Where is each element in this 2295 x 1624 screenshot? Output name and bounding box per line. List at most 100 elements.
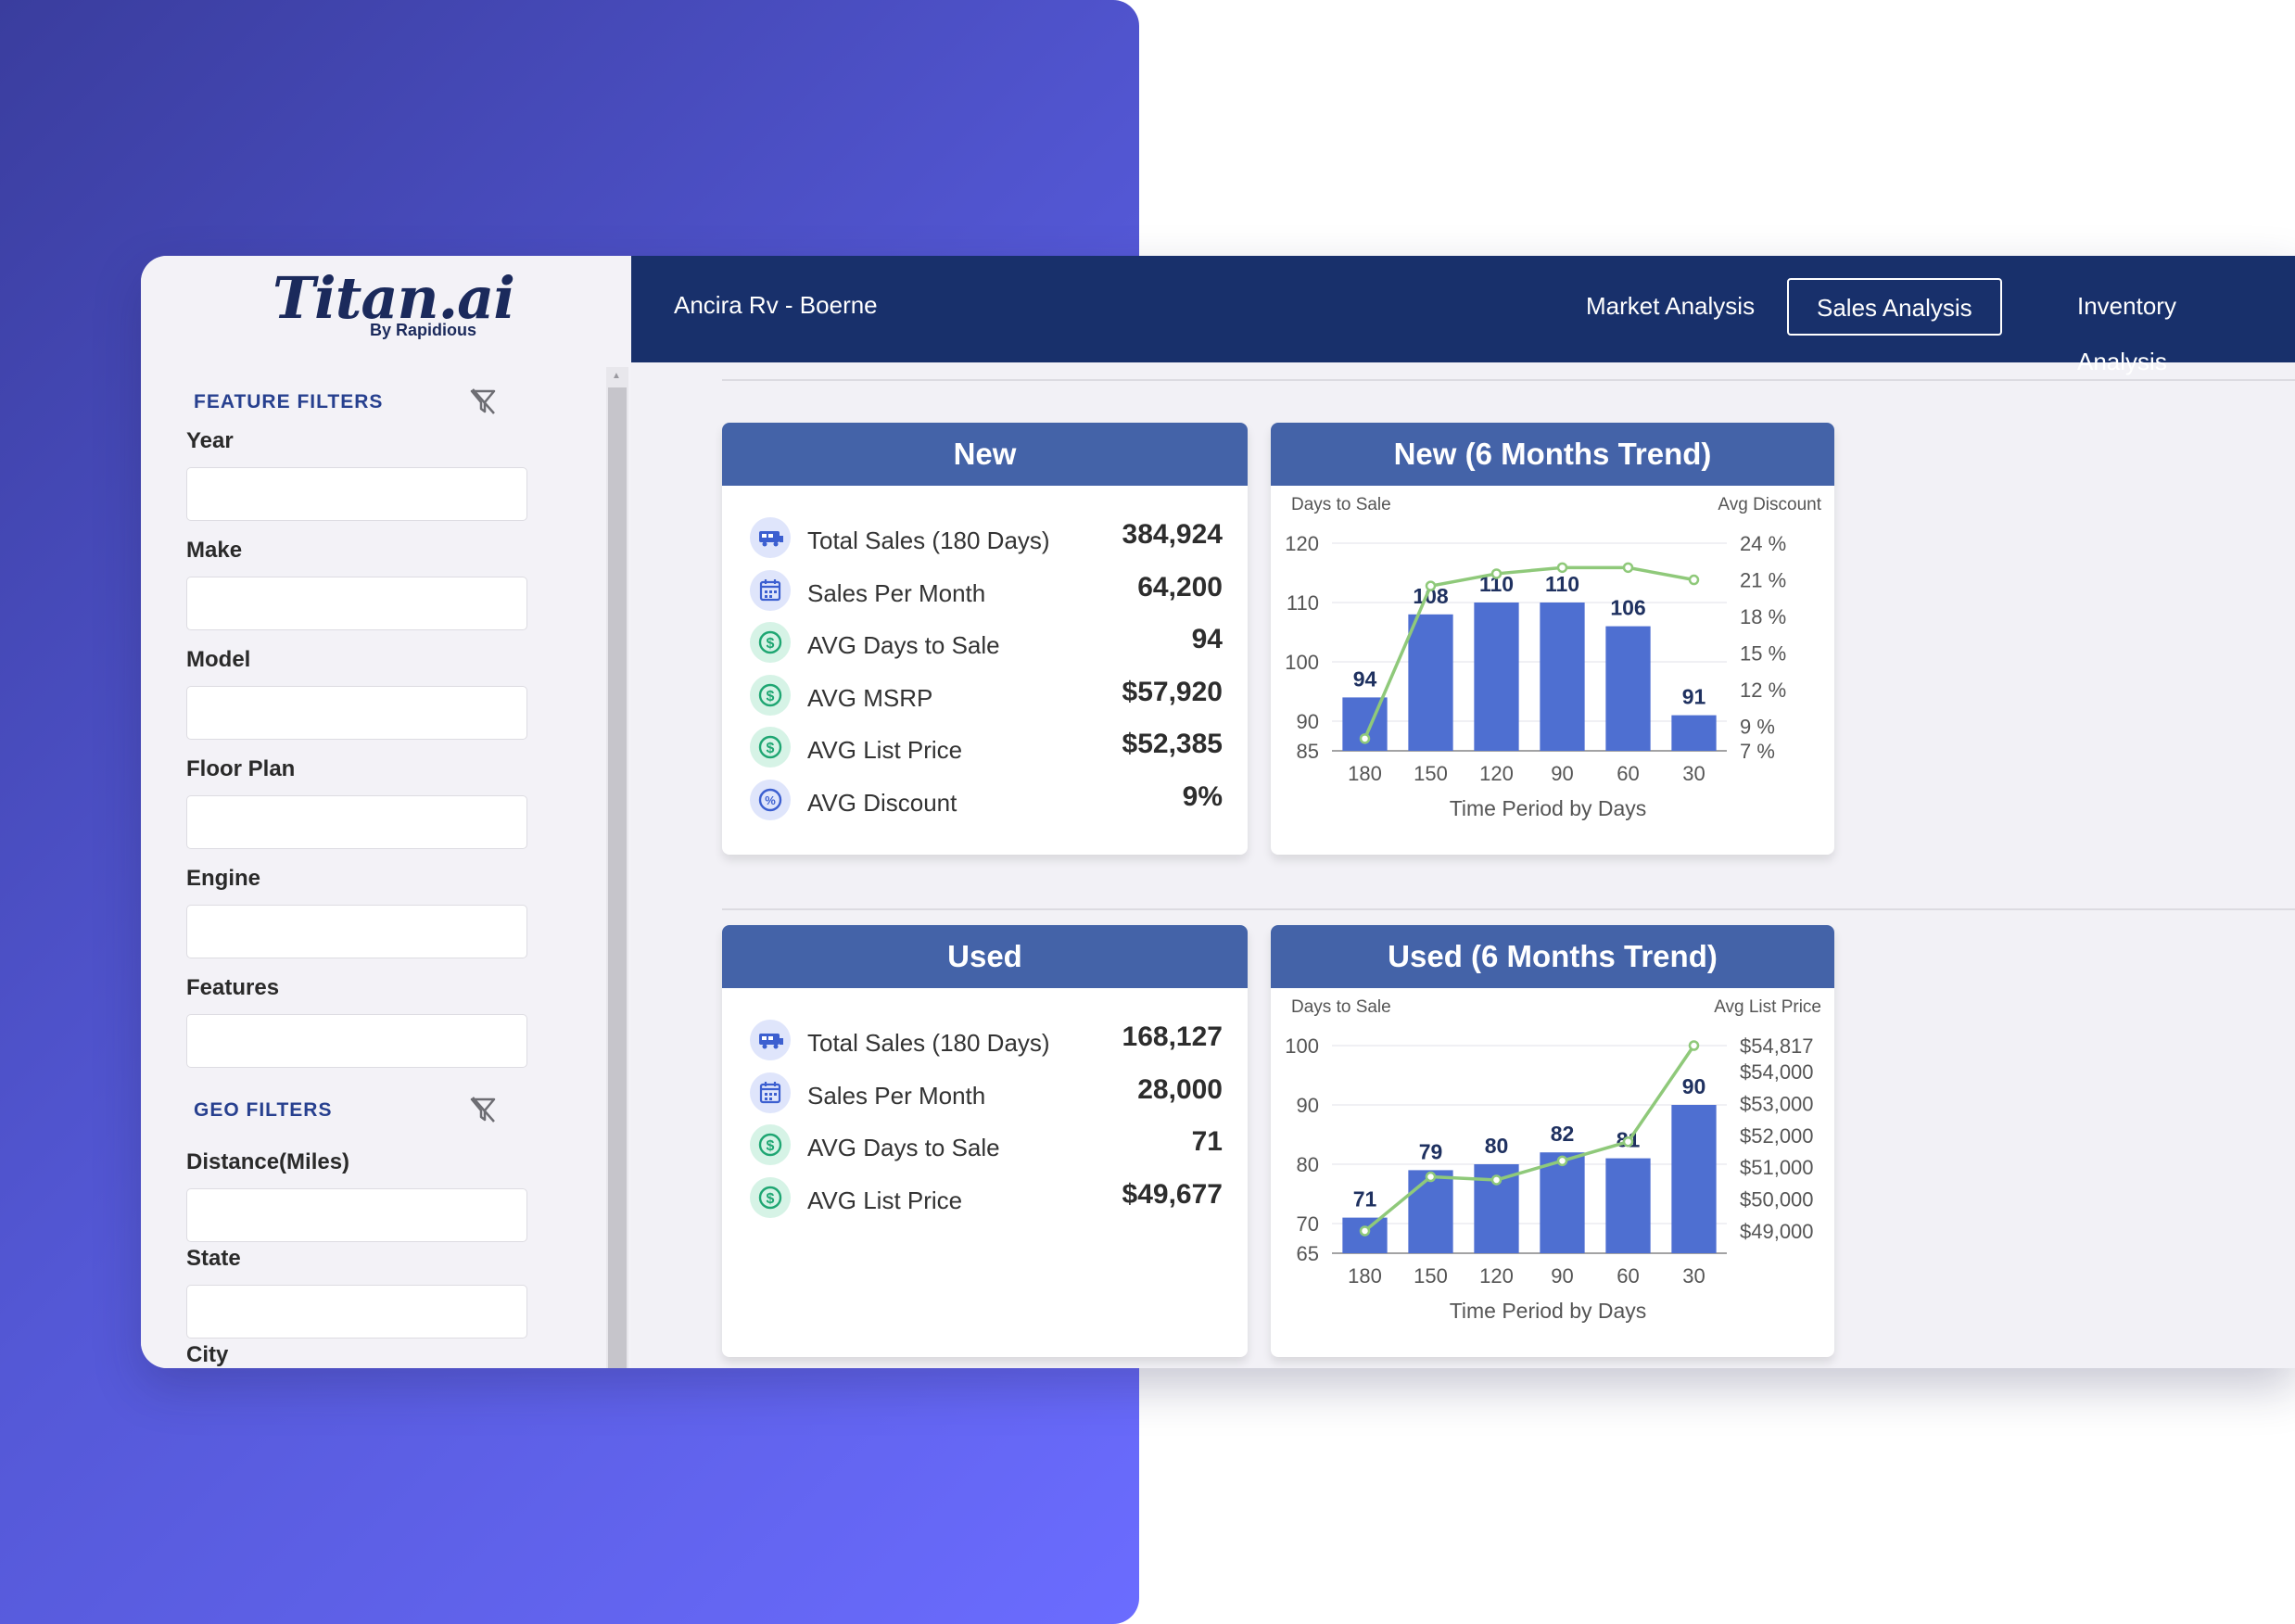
feature-filters-title: FEATURE FILTERS bbox=[194, 391, 384, 412]
logo-text: Titan.ai bbox=[273, 264, 515, 332]
stat-row: % AVG Discount 9% bbox=[750, 778, 1223, 826]
bar bbox=[1540, 1152, 1585, 1253]
new-trend-title: New (6 Months Trend) bbox=[1271, 423, 1834, 486]
y-tick-label: 100 bbox=[1285, 1034, 1319, 1058]
y-tick-label: 100 bbox=[1285, 651, 1319, 674]
model-input[interactable] bbox=[186, 686, 527, 740]
bar-data-label: 71 bbox=[1353, 1187, 1377, 1212]
stat-row: $ AVG Days to Sale 71 bbox=[750, 1123, 1223, 1171]
svg-text:$: $ bbox=[767, 741, 775, 756]
rv-icon bbox=[750, 517, 791, 558]
y2-tick-label: 15 % bbox=[1740, 642, 1786, 666]
stat-value: 64,200 bbox=[1137, 571, 1223, 603]
stat-value: $49,677 bbox=[1122, 1178, 1223, 1210]
trend-line bbox=[1363, 565, 1694, 740]
engine-input[interactable] bbox=[186, 905, 527, 958]
used-trend-card: Used (6 Months Trend) Days to Sale Avg Li… bbox=[1271, 925, 1834, 1357]
svg-text:$: $ bbox=[767, 636, 775, 652]
y-tick-label: 70 bbox=[1297, 1212, 1319, 1236]
dollar-icon: $ bbox=[750, 727, 791, 768]
x-axis-title: Time Period by Days bbox=[1450, 1299, 1647, 1323]
logo-subtext: By Rapidious bbox=[370, 321, 477, 339]
y-tick-label: 85 bbox=[1297, 740, 1319, 763]
tab-sales-analysis[interactable]: Sales Analysis bbox=[1787, 278, 2002, 336]
tab-inventory-analysis[interactable]: Inventory Analysis bbox=[2077, 292, 2176, 375]
make-input[interactable] bbox=[186, 577, 527, 630]
used-stats-card: Used Total Sales (180 Days) 168,127 Sales … bbox=[722, 925, 1248, 1357]
bar bbox=[1605, 626, 1651, 751]
bar-data-label: 90 bbox=[1682, 1074, 1706, 1098]
y2-tick-label: $50,000 bbox=[1740, 1188, 1814, 1212]
trend-point bbox=[1359, 1225, 1371, 1237]
sidebar-scrollbar[interactable]: ▲ bbox=[606, 367, 628, 1368]
y2-tick-label: $49,000 bbox=[1740, 1220, 1814, 1243]
dollar-icon: $ bbox=[750, 674, 791, 716]
bar-data-label: 94 bbox=[1353, 666, 1377, 691]
dollar-icon: $ bbox=[750, 1176, 791, 1218]
trend-point bbox=[1359, 733, 1371, 744]
x-axis-title: Time Period by Days bbox=[1450, 796, 1647, 820]
y2-tick-label: $53,000 bbox=[1740, 1092, 1814, 1115]
scroll-up-arrow-icon[interactable]: ▲ bbox=[612, 371, 621, 381]
trend-point bbox=[1688, 574, 1700, 586]
y2-tick-label: 24 % bbox=[1740, 532, 1786, 555]
stat-label: AVG Days to Sale bbox=[807, 1134, 1000, 1161]
used-trend-title: Used (6 Months Trend) bbox=[1271, 925, 1834, 988]
year-input[interactable] bbox=[186, 467, 527, 521]
floor-plan-input[interactable] bbox=[186, 795, 527, 849]
bar-data-label: 106 bbox=[1610, 596, 1645, 620]
bar bbox=[1474, 603, 1519, 751]
stat-value: 94 bbox=[1191, 624, 1223, 654]
stat-label: AVG List Price bbox=[807, 1186, 963, 1214]
field-label: Make bbox=[186, 538, 243, 563]
section-divider bbox=[722, 379, 2295, 381]
stat-value: 9% bbox=[1182, 780, 1223, 812]
trend-line bbox=[1363, 1045, 1695, 1233]
distance-miles-input[interactable] bbox=[186, 1188, 527, 1242]
trend-point bbox=[1490, 1174, 1503, 1186]
field-label: Engine bbox=[186, 866, 261, 891]
new-trend-card: New (6 Months Trend) Days to Sale Avg Dis… bbox=[1271, 423, 1834, 855]
stat-row: Total Sales (180 Days) 384,924 bbox=[750, 515, 1223, 564]
x-tick-label: 150 bbox=[1414, 1264, 1448, 1288]
x-tick-label: 180 bbox=[1348, 762, 1382, 785]
top-navigation-bar: Ancira Rv - Boerne Market Analysis Sales… bbox=[631, 256, 2295, 375]
trend-point bbox=[1425, 580, 1437, 591]
stat-label: Sales Per Month bbox=[807, 578, 986, 607]
bar bbox=[1605, 1158, 1651, 1253]
field-label: City bbox=[186, 1342, 229, 1367]
field-label: Features bbox=[186, 975, 280, 1000]
features-input[interactable] bbox=[186, 1014, 527, 1068]
scrollbar-thumb[interactable] bbox=[608, 387, 627, 1368]
y2-tick-label: 18 % bbox=[1740, 605, 1786, 628]
y2-tick-label: $54,000 bbox=[1740, 1060, 1814, 1084]
y-tick-label: 110 bbox=[1287, 591, 1319, 615]
y-tick-label: 80 bbox=[1297, 1153, 1319, 1176]
y2-axis-title: Avg Discount bbox=[1718, 495, 1821, 514]
stat-row: Sales Per Month 64,200 bbox=[750, 568, 1223, 616]
trend-point bbox=[1556, 562, 1568, 574]
y-axis-title: Days to Sale bbox=[1291, 997, 1391, 1017]
stat-label: Total Sales (180 Days) bbox=[807, 527, 1050, 554]
state-input[interactable] bbox=[186, 1285, 527, 1339]
x-tick-label: 30 bbox=[1682, 1264, 1705, 1288]
stat-label: Total Sales (180 Days) bbox=[807, 1029, 1050, 1057]
clear-filter-icon[interactable] bbox=[467, 386, 499, 417]
y2-tick-label: 12 % bbox=[1740, 679, 1786, 702]
clear-geo-filter-icon[interactable] bbox=[467, 1094, 499, 1125]
x-tick-label: 60 bbox=[1617, 762, 1639, 785]
x-tick-label: 90 bbox=[1551, 1264, 1573, 1288]
y-tick-label: 90 bbox=[1297, 710, 1319, 733]
stat-label: Sales Per Month bbox=[807, 1081, 986, 1110]
calendar-icon bbox=[750, 1072, 791, 1113]
stat-label: AVG List Price bbox=[807, 736, 963, 764]
x-tick-label: 120 bbox=[1479, 1264, 1514, 1288]
new-stats-card: New Total Sales (180 Days) 384,924 Sales P… bbox=[722, 423, 1248, 855]
used-trend-chart: Days to Sale Avg List Price 100 90 80 70 65 $54… bbox=[1285, 997, 1821, 1323]
dollar-icon: $ bbox=[750, 1124, 791, 1165]
stat-value: 71 bbox=[1191, 1126, 1223, 1157]
stat-value: $52,385 bbox=[1122, 729, 1223, 759]
x-tick-label: 60 bbox=[1617, 1264, 1639, 1288]
bar-data-label: 91 bbox=[1682, 685, 1706, 709]
tab-market-analysis[interactable]: Market Analysis bbox=[1586, 292, 1756, 320]
